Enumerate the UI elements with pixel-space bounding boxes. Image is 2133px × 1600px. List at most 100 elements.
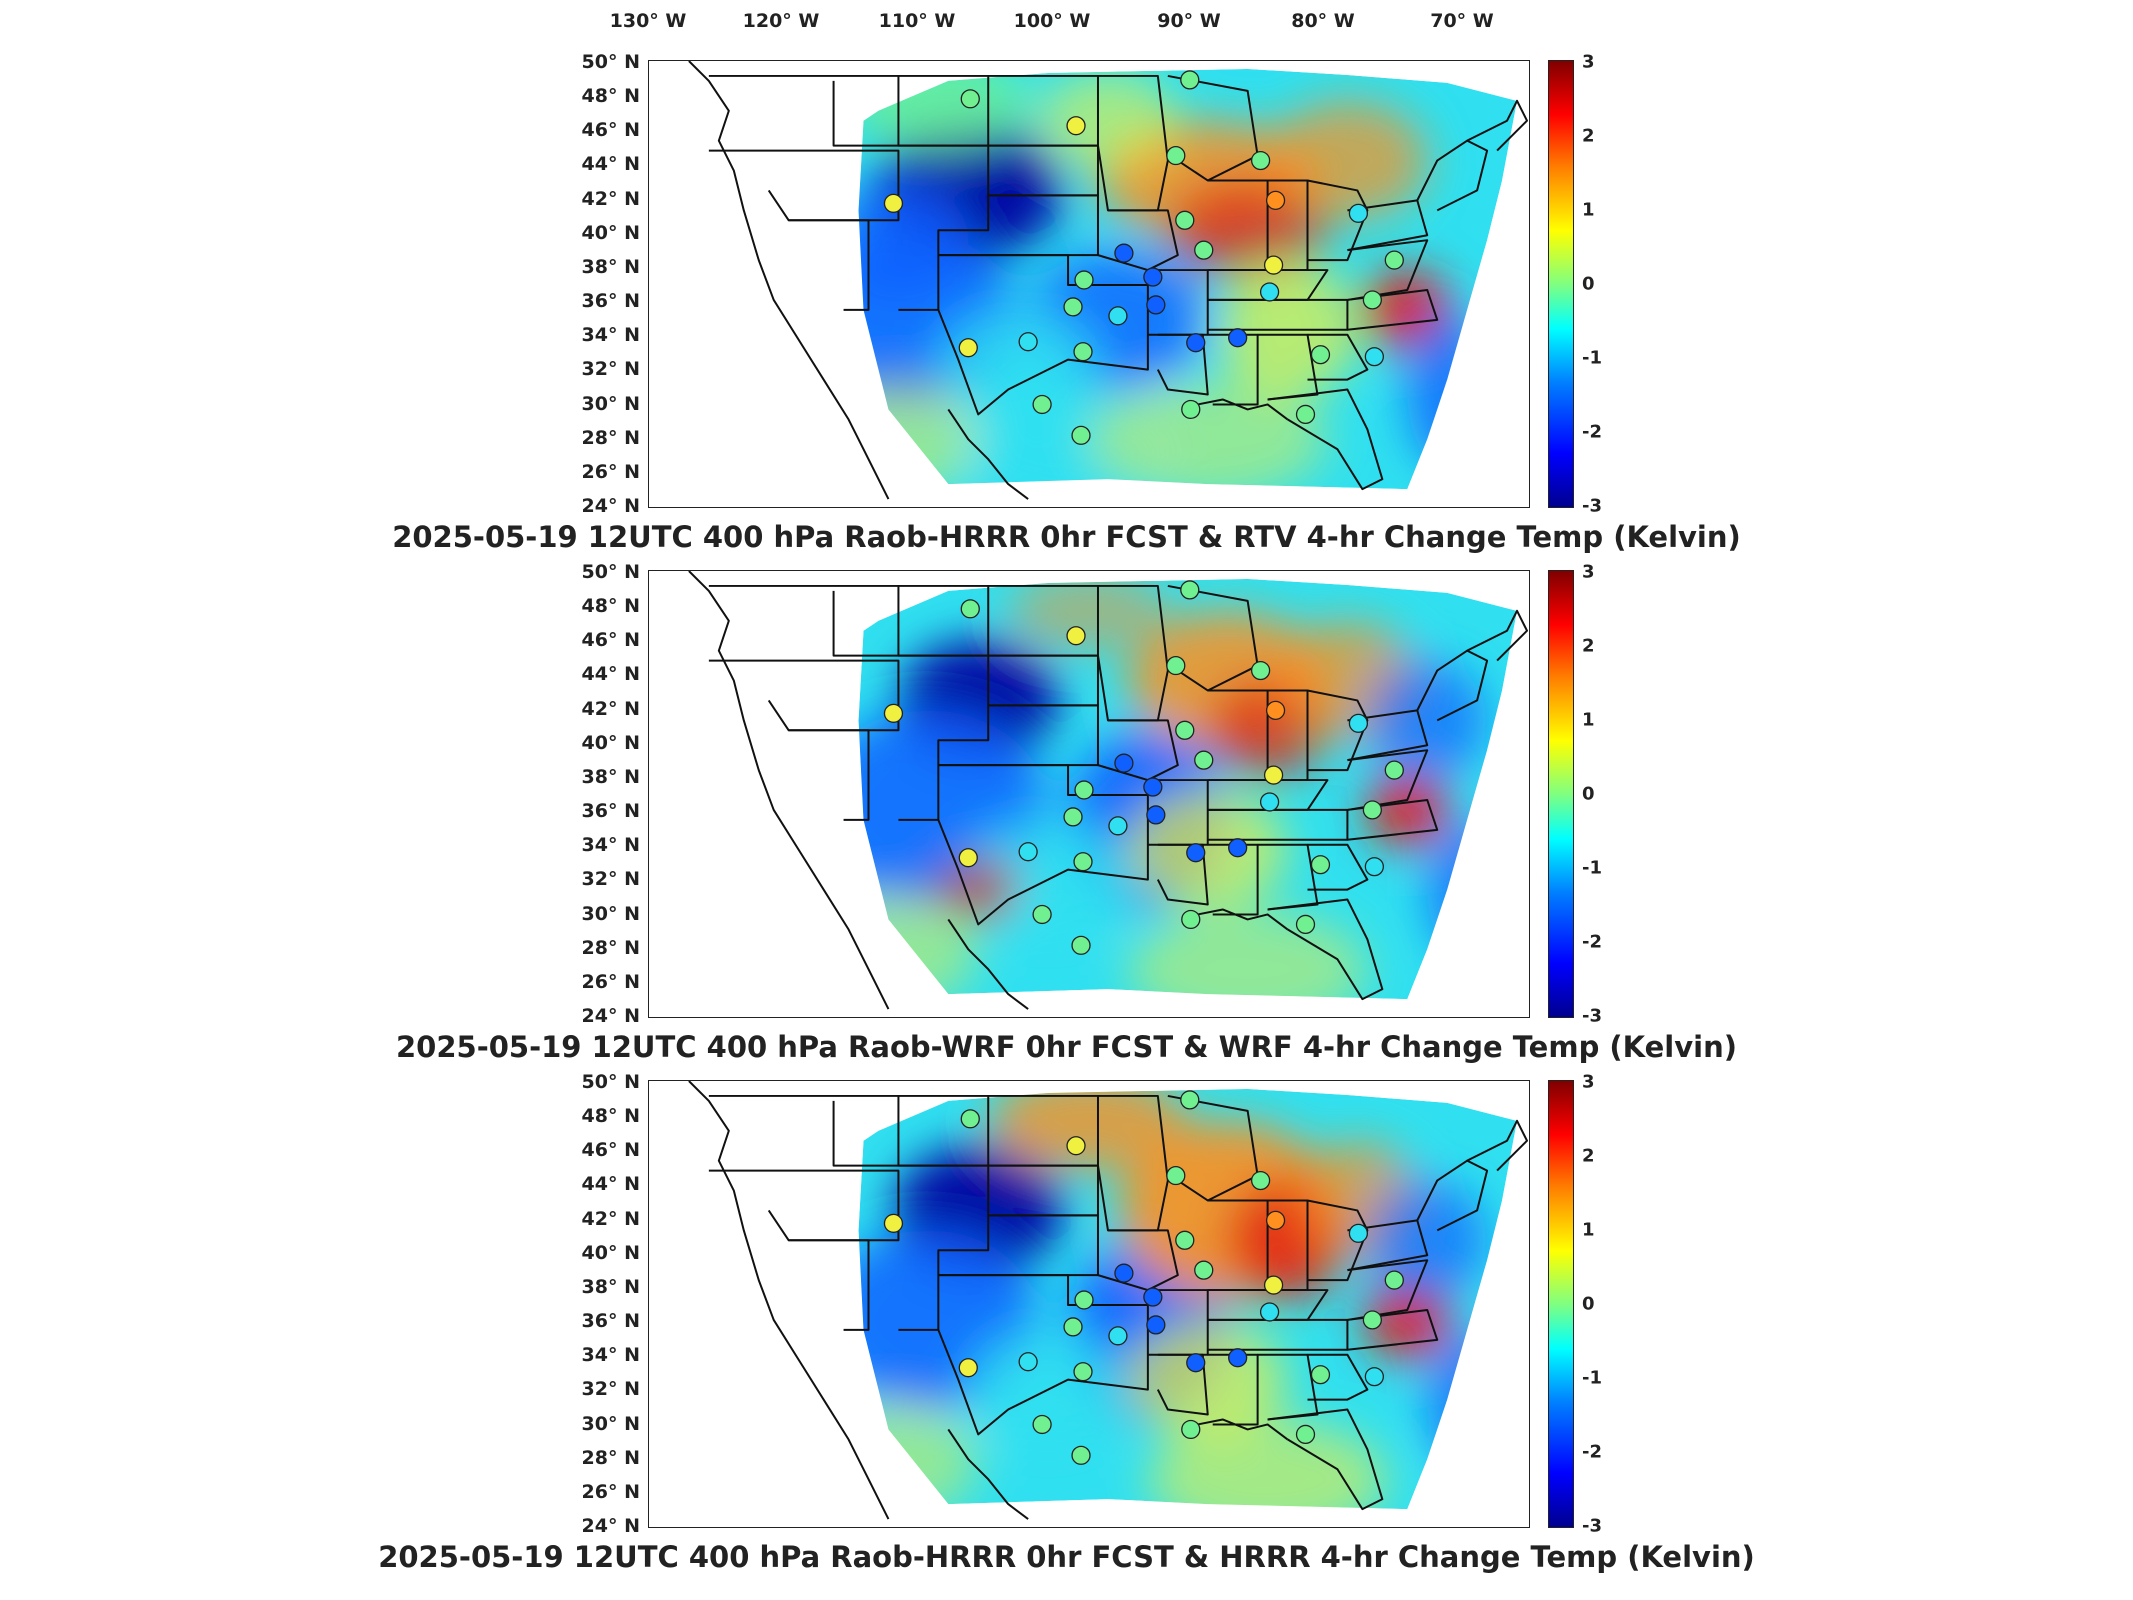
lat-tick-label: 32° N: [581, 358, 640, 381]
boundary-line: [1416, 649, 1489, 722]
raob-station-marker: [1073, 342, 1093, 362]
field-blob: [938, 859, 1019, 920]
raob-station-marker: [1295, 404, 1316, 425]
raob-station-marker: [1228, 838, 1248, 858]
raob-station-marker: [1146, 805, 1166, 825]
raob-station-marker: [1194, 750, 1214, 770]
lat-tick-label: 30° N: [581, 392, 640, 415]
raob-station-marker: [1018, 842, 1038, 862]
colorbar-tick-label: 3: [1582, 561, 1595, 583]
field-blob: [858, 379, 979, 490]
colorbar-tick-label: 3: [1582, 1071, 1595, 1093]
raob-station-marker: [1032, 904, 1052, 925]
raob-station-marker: [1074, 270, 1094, 290]
lat-tick-label: 24° N: [581, 1515, 640, 1537]
lat-tick-label: 46° N: [581, 119, 640, 142]
raob-station-marker: [1263, 1275, 1284, 1295]
raob-station-marker: [1348, 713, 1369, 733]
raob-station-marker: [1384, 1270, 1404, 1290]
raob-station-marker: [883, 703, 904, 723]
field-blob: [1367, 1180, 1488, 1301]
field-blob: [1127, 790, 1288, 910]
boundary-line: [937, 254, 1149, 416]
colorbar-tick-label: -1: [1582, 857, 1602, 879]
boundary-line: [1267, 898, 1384, 1001]
lon-tick-label: 70° W: [1430, 10, 1494, 32]
lat-tick-label: 28° N: [581, 936, 640, 959]
boundary-line: [1097, 209, 1179, 272]
boundary-line: [1197, 1418, 1289, 1441]
raob-station-marker: [1166, 1165, 1186, 1186]
raob-station-marker: [1265, 1210, 1286, 1230]
raob-station-marker: [958, 1358, 978, 1378]
lat-tick-label: 50° N: [581, 561, 640, 583]
raob-station-marker: [1364, 347, 1384, 367]
boundary-line: [1307, 333, 1369, 381]
raob-station-marker: [1114, 243, 1134, 263]
boundary-line: [1096, 584, 1169, 722]
colorbar-tick-label: -2: [1582, 931, 1602, 953]
raob-station-marker: [1263, 255, 1284, 275]
lat-tick-label: 24° N: [581, 495, 640, 517]
boundary-line: [1156, 1353, 1209, 1416]
boundary-line: [898, 144, 990, 311]
boundary-line: [1466, 609, 1529, 662]
raob-station-marker: [1181, 399, 1201, 420]
field-blob: [1127, 909, 1368, 1000]
raob-station-marker: [1108, 816, 1128, 836]
field-blob: [1367, 772, 1448, 848]
boundary-line: [937, 764, 1149, 926]
temperature-map[interactable]: [648, 1080, 1530, 1528]
lon-tick-label: 80° W: [1291, 10, 1355, 32]
raob-station-marker: [1108, 306, 1128, 326]
colorbar-tick-label: 2: [1582, 1145, 1595, 1167]
temperature-map[interactable]: [648, 570, 1530, 1018]
raob-station-marker: [1066, 116, 1086, 136]
boundary-line: [1416, 1159, 1489, 1232]
boundary-line: [1307, 843, 1369, 891]
raob-station-marker: [1143, 777, 1163, 797]
boundary-line: [1207, 298, 1349, 331]
boundary-line: [1347, 709, 1429, 762]
raob-station-marker: [1074, 1290, 1094, 1310]
lat-tick-label: 32° N: [581, 868, 640, 891]
raob-station-marker: [1108, 1326, 1128, 1346]
raob-station-marker: [1114, 753, 1134, 773]
boundary-line: [1097, 1229, 1179, 1292]
raob-station-marker: [1295, 1424, 1316, 1445]
colorbar-tick-label: -2: [1582, 1441, 1602, 1463]
lat-tick-label: 26° N: [581, 460, 640, 483]
data-field: [858, 1088, 1518, 1510]
boundary-line: [788, 219, 870, 311]
raob-station-marker: [1181, 1419, 1201, 1440]
colorbar-tick-label: 1: [1582, 1219, 1595, 1241]
lat-tick-label: 30° N: [581, 902, 640, 925]
raob-station-marker: [958, 848, 978, 868]
raob-station-marker: [883, 1213, 904, 1233]
boundary-line: [688, 61, 890, 500]
raob-station-marker: [1186, 843, 1206, 863]
lat-tick-label: 34° N: [581, 1344, 640, 1367]
colorbar-tick-label: -3: [1582, 495, 1602, 517]
colorbar-tick-label: 1: [1582, 199, 1595, 221]
boundary-line: [788, 729, 870, 821]
lat-tick-label: 42° N: [581, 697, 640, 720]
raob-station-marker: [960, 1109, 980, 1129]
raob-station-marker: [960, 599, 980, 619]
raob-station-marker: [1263, 765, 1284, 785]
colorbar-tick-label: -1: [1582, 1367, 1602, 1389]
data-field: [858, 578, 1518, 1000]
raob-station-marker: [1180, 70, 1200, 90]
lat-tick-label: 30° N: [581, 1412, 640, 1435]
raob-station-marker: [1310, 855, 1331, 875]
raob-station-marker: [1074, 780, 1094, 800]
raob-station-marker: [1186, 333, 1206, 353]
colorbar-tick-label: 0: [1582, 273, 1595, 295]
raob-station-marker: [1310, 345, 1331, 365]
boundary-line: [1347, 798, 1439, 841]
longitude-axis: 130° W 120° W 110° W 100° W 90° W 80° W 70° W: [0, 0, 2133, 60]
field-blob: [1427, 819, 1508, 960]
raob-station-marker: [1228, 1348, 1248, 1368]
lon-tick-label: 110° W: [878, 10, 956, 32]
temperature-map[interactable]: [648, 60, 1530, 508]
